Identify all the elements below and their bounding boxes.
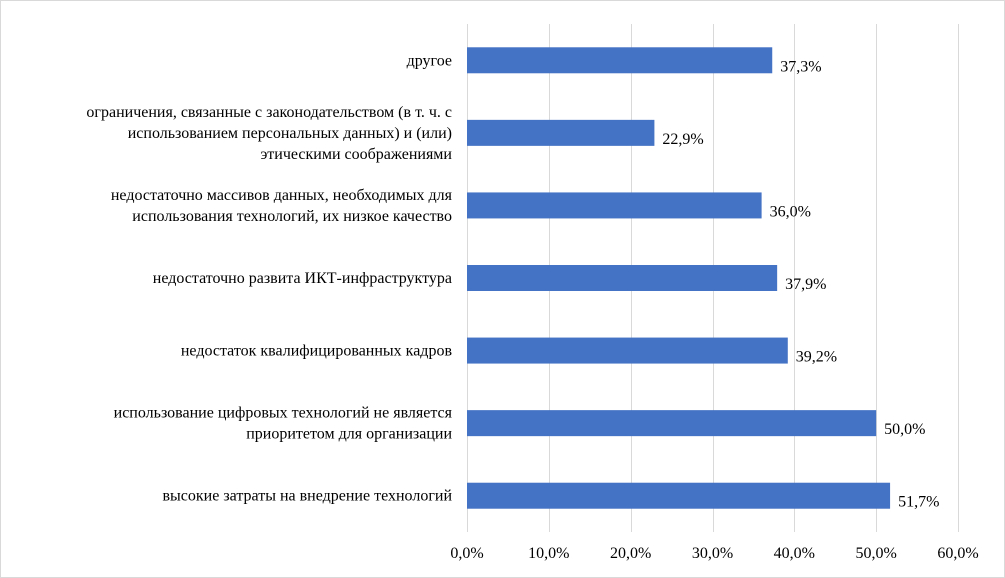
bar [467, 337, 788, 364]
category-label-line: использование цифровых технологий не явл… [114, 405, 453, 422]
category-label-line: приоритетом для организации [246, 426, 452, 443]
category-label: недостаток квалифицированных кадров [181, 343, 453, 360]
data-label: 22,9% [662, 131, 703, 148]
x-tick-labels: 0,0% 10,0% 20,0% 30,0% 40,0% 50,0% 60,0% [450, 545, 978, 562]
bar [467, 410, 877, 437]
category-label: ограничения, связанные с законодательств… [86, 104, 452, 163]
category-label: недостаточно массивов данных, необходимы… [111, 187, 453, 225]
gridlines [467, 24, 959, 532]
x-tick-label: 0,0% [450, 545, 483, 562]
category-label-line: недостаточно развита ИКТ-инфраструктура [153, 270, 452, 287]
category-label-line: недостаток квалифицированных кадров [181, 343, 453, 360]
category-labels: другое ограничения, связанные с законодат… [86, 52, 452, 504]
data-label: 36,0% [770, 203, 811, 220]
data-label: 37,3% [780, 58, 821, 75]
data-label: 37,9% [785, 276, 826, 293]
category-label-line: недостаточно массивов данных, необходимы… [111, 187, 453, 204]
category-label: высокие затраты на внедрение технологий [162, 488, 452, 505]
bars [467, 47, 891, 509]
data-label: 51,7% [898, 494, 939, 511]
bar [467, 119, 655, 146]
x-tick-label: 60,0% [937, 545, 978, 562]
category-label: другое [407, 52, 452, 69]
data-labels: 37,3% 22,9% 36,0% 37,9% 39,2% 50,0% 51,7% [662, 58, 939, 510]
bar [467, 47, 773, 74]
category-label: использование цифровых технологий не явл… [114, 405, 453, 443]
x-tick-label: 40,0% [774, 545, 815, 562]
data-label: 39,2% [796, 349, 837, 366]
category-label: недостаточно развита ИКТ-инфраструктура [153, 270, 452, 287]
category-label-line: ограничения, связанные с законодательств… [86, 104, 452, 121]
x-tick-label: 50,0% [856, 545, 897, 562]
category-label-line: этическими соображениями [260, 146, 452, 163]
category-label-line: другое [407, 52, 452, 69]
x-tick-label: 30,0% [692, 545, 733, 562]
category-label-line: высокие затраты на внедрение технологий [162, 488, 452, 505]
x-tick-label: 20,0% [610, 545, 651, 562]
bar [467, 192, 762, 219]
bar [467, 482, 891, 509]
data-label: 50,0% [884, 421, 925, 438]
bar [467, 265, 778, 291]
category-label-line: использованием персональных данных) и (и… [128, 125, 452, 142]
x-tick-label: 10,0% [528, 545, 569, 562]
category-label-line: использования технологий, их низкое каче… [132, 208, 452, 225]
